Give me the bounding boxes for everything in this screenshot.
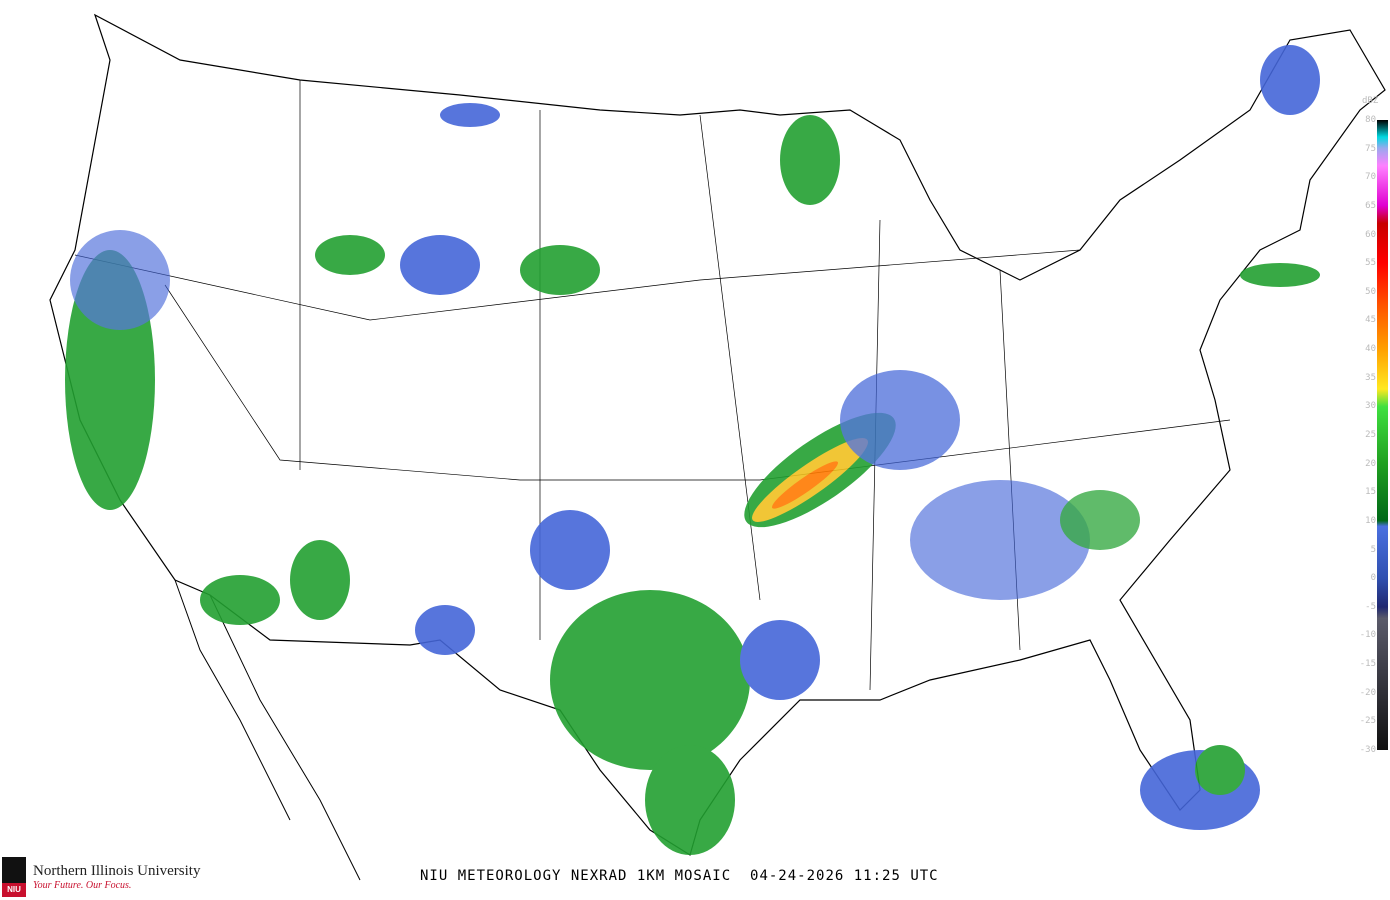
colorbar-tick-label: -10 xyxy=(1359,630,1376,641)
colorbar-tick-label: 45 xyxy=(1365,315,1376,326)
caption-date: 04-24-2026 xyxy=(750,868,845,884)
colorbar-tick-label: 0 xyxy=(1370,573,1376,584)
caption-time: 11:25 UTC xyxy=(853,868,939,884)
colorbar-unit: dBZ xyxy=(1362,96,1379,106)
colorbar-tick-label: 35 xyxy=(1365,372,1376,383)
country-outline xyxy=(49,13,1386,881)
product-name: NIU METEOROLOGY NEXRAD 1KM MOSAIC xyxy=(420,868,732,884)
colorbar-tick-label: -30 xyxy=(1359,745,1376,755)
colorbar-tick-label: 75 xyxy=(1365,143,1376,154)
colorbar-tick-label: 55 xyxy=(1365,258,1376,269)
colorbar-tick-label: 65 xyxy=(1365,200,1376,211)
colorbar-tick-label: 15 xyxy=(1365,487,1376,498)
niu-logo-mark: NIU xyxy=(2,857,26,897)
university-tagline: Your Future. Our Focus. xyxy=(33,880,132,891)
colorbar-tick-label: 5 xyxy=(1370,544,1376,555)
map-caption: NIU METEOROLOGY NEXRAD 1KM MOSAIC 04-24-… xyxy=(420,868,939,884)
colorbar-tick-label: 50 xyxy=(1365,286,1376,297)
colorbar-tick-label: 60 xyxy=(1365,229,1376,240)
colorbar-tick-label: 20 xyxy=(1365,458,1376,469)
colorbar-tick-label: 40 xyxy=(1365,344,1376,355)
colorbar-tick-label: -15 xyxy=(1359,659,1376,670)
colorbar-tick-label: -25 xyxy=(1359,716,1376,727)
colorbar-tick-label: -5 xyxy=(1365,601,1376,612)
colorbar-tick-label: 70 xyxy=(1365,172,1376,183)
colorbar-tick-label: 10 xyxy=(1365,515,1376,526)
radar-echoes xyxy=(65,45,1320,855)
colorbar-tick-label: 80 xyxy=(1365,115,1376,125)
colorbar-tick-label: 25 xyxy=(1365,430,1376,440)
colorbar-tick-label: -20 xyxy=(1359,687,1376,698)
university-name: Northern Illinois University xyxy=(33,863,201,879)
niu-logo: NIU Northern Illinois University Your Fu… xyxy=(2,856,200,898)
colorbar-tick-label: 30 xyxy=(1365,401,1376,412)
reflectivity-colorbar xyxy=(1377,120,1388,750)
